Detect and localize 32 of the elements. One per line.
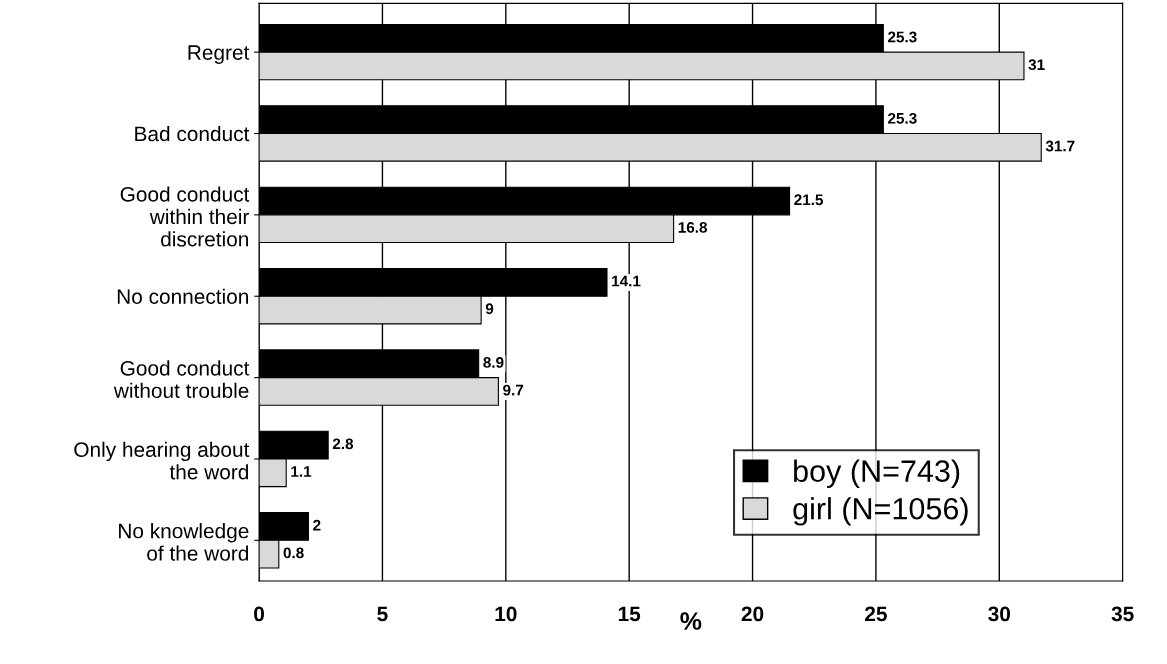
data-label: 21.5: [794, 194, 824, 206]
x-tick-label: 20: [741, 606, 764, 622]
x-tick-label: 35: [1111, 606, 1134, 622]
y-tick-label: Good conduct without trouble: [113, 360, 250, 399]
y-tick-label: No connection: [117, 288, 249, 304]
data-label: 9: [485, 303, 494, 315]
y-tick-label: No knowledge of the word: [119, 523, 249, 561]
x-tick-label: 25: [865, 606, 887, 622]
y-tick-label: Good conduct within their discretion: [120, 186, 250, 247]
x-tick-label: 15: [618, 606, 641, 622]
data-label: 2.8: [332, 438, 354, 450]
y-tick-label: Regret: [188, 45, 250, 65]
x-tick-label: 30: [988, 606, 1011, 622]
x-axis-title: %: [680, 612, 702, 630]
data-label: 9.7: [503, 384, 524, 396]
data-label: 16.8: [678, 221, 708, 233]
data-label: 25.3: [888, 112, 917, 124]
x-tick-label: 0: [254, 606, 265, 622]
legend-label: boy (N=743): [794, 459, 960, 488]
y-tick-label: Only hearing about the word: [74, 441, 250, 480]
data-label: 31.7: [1045, 140, 1075, 152]
x-tick-label: 5: [377, 606, 388, 622]
data-label: 14.1: [612, 275, 641, 287]
legend-label: girl (N=1056): [793, 497, 968, 526]
data-label: 31: [1028, 59, 1045, 71]
data-label: 8.9: [483, 357, 504, 368]
data-label: 25.3: [888, 31, 917, 43]
data-label: 1.1: [291, 466, 312, 477]
y-tick-label: Bad conduct: [135, 125, 250, 142]
data-label: 2: [313, 519, 321, 531]
x-tick-label: 10: [495, 606, 517, 622]
data-label: 0.8: [283, 547, 304, 559]
